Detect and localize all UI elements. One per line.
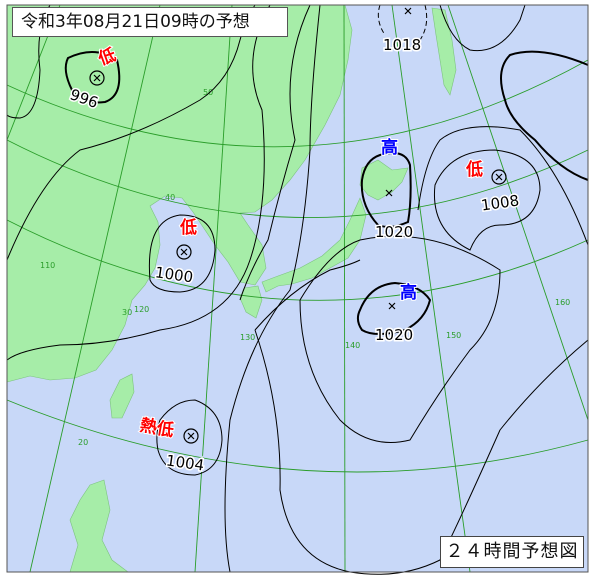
low-center-icon <box>491 169 507 185</box>
isobar <box>148 214 216 293</box>
lat-50 <box>6 59 589 148</box>
low-center-icon <box>176 244 192 260</box>
lon-label: 110 <box>40 261 55 270</box>
isobar <box>356 281 432 335</box>
low-label: 低 <box>179 217 197 238</box>
kyushu <box>239 285 263 319</box>
graticule <box>6 4 589 573</box>
low-center-icon <box>89 70 105 86</box>
lat-30 <box>6 219 589 301</box>
honshu <box>261 197 367 293</box>
isobar <box>377 4 428 41</box>
lat-40 <box>6 139 589 218</box>
isobars <box>6 4 589 575</box>
low-label: 低 <box>465 159 483 180</box>
high-label: 高 <box>400 282 417 303</box>
system-centers <box>89 7 507 444</box>
lon-160 <box>447 4 589 421</box>
isobar <box>239 4 311 301</box>
map-frame <box>6 4 589 573</box>
grid-labels: 50 40 30 20 110 120 130 140 150 160 <box>40 88 570 447</box>
isobar <box>433 149 541 251</box>
sakhalin <box>431 7 457 96</box>
hokkaido <box>359 159 409 201</box>
isobar <box>254 259 589 575</box>
lat-label: 30 <box>122 308 132 317</box>
lon-120 <box>29 4 161 573</box>
lon-label: 160 <box>555 298 570 307</box>
chart-type-label: ２４時間予想図 <box>440 536 584 568</box>
land <box>6 4 457 573</box>
lat-label: 50 <box>203 88 213 97</box>
lon-150 <box>391 4 471 573</box>
high-label: 高 <box>381 137 398 158</box>
pressure-label: 1020 <box>375 223 413 241</box>
isobar <box>156 399 223 476</box>
lat-20 <box>6 399 589 473</box>
lon-label: 130 <box>240 333 255 342</box>
asia-continent <box>6 4 353 383</box>
lat-label: 20 <box>78 438 88 447</box>
taiwan <box>109 373 135 419</box>
isobar <box>64 51 121 104</box>
system-labels: 低 996 低 1000 高 1020 低 1008 高 1020 熱低 100… <box>66 35 522 477</box>
isobar <box>360 152 412 228</box>
isobar <box>224 4 321 573</box>
isobar <box>439 4 526 52</box>
pressure-label: 1018 <box>383 36 421 54</box>
lon-label: 120 <box>134 305 149 314</box>
low-center-icon <box>183 428 199 444</box>
center-cross-icon <box>93 7 503 440</box>
lat-label: 40 <box>165 193 175 202</box>
pressure-label: 1020 <box>375 326 413 344</box>
forecast-title: 令和3年08月21日09時の予想 <box>12 7 288 37</box>
isobar <box>417 126 589 246</box>
lon-label: 150 <box>446 331 461 340</box>
isobar <box>500 50 589 181</box>
isobar <box>299 235 501 443</box>
lon-130 <box>194 4 233 573</box>
isobar <box>6 4 271 361</box>
lon-140 <box>343 4 346 573</box>
lon-label: 140 <box>345 341 360 350</box>
